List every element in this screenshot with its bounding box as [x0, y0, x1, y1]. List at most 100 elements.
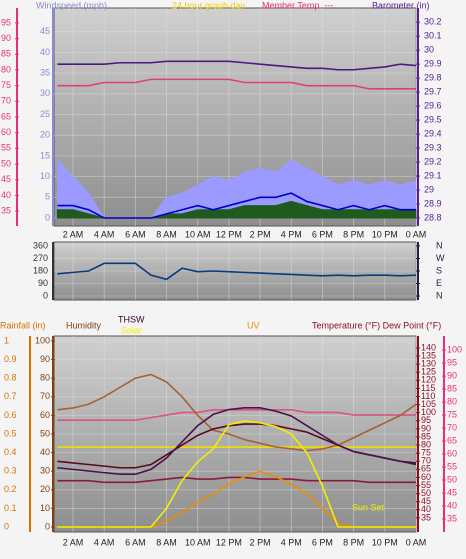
y-tick-label: 28.8: [424, 212, 442, 222]
y-tick-label: 40: [40, 47, 50, 57]
y-tick-label: 29.1: [424, 170, 442, 180]
y-tick-label: 125: [421, 367, 436, 377]
axis-label: Member Temp. ---: [262, 0, 333, 10]
y-tick-label: 80: [447, 396, 457, 406]
x-tick-label: 6 AM: [125, 537, 146, 547]
x-tick-label: 6 PM: [312, 537, 333, 547]
y-tick-label: 29.6: [424, 100, 442, 110]
x-tick-label: 6 AM: [125, 229, 146, 239]
y-tick-label: 75: [421, 448, 431, 458]
x-tick-label: 4 AM: [94, 229, 115, 239]
y-tick-label: 100: [421, 407, 436, 417]
y-tick-label: 40: [421, 504, 431, 514]
x-tick-label: 10 PM: [372, 229, 398, 239]
y-tick-label: 135: [421, 350, 436, 360]
y-tick-label: 130: [421, 359, 436, 369]
y-tick-label: 29.2: [424, 156, 442, 166]
x-tick-label: 2 AM: [63, 537, 84, 547]
y-tick-label: 29.7: [424, 86, 442, 96]
y-tick-label: 45: [447, 487, 457, 497]
y-tick-label: 20: [40, 484, 50, 494]
y-tick-label: 80: [1, 64, 11, 74]
y-tick-label: 0: [45, 212, 50, 222]
x-tick-label: 4 AM: [94, 537, 115, 547]
axis-label: Humidity: [66, 320, 102, 330]
y-tick-label: 25: [40, 109, 50, 119]
y-tick-label: 40: [1, 190, 11, 200]
y-tick-label: 1: [4, 335, 9, 345]
y-tick-label: 29: [424, 184, 434, 194]
y-tick-label: 95: [421, 415, 431, 425]
line: [57, 407, 417, 476]
y-tick-label: 65: [447, 435, 457, 445]
y-tick-label: 29.5: [424, 114, 442, 124]
y-tick-label: 100: [35, 335, 50, 345]
legend-label: Solar: [121, 325, 142, 335]
x-tick-label: 6 PM: [312, 229, 333, 239]
y-tick-label: 360: [33, 240, 48, 250]
x-tick-label: 8 PM: [343, 229, 364, 239]
y-tick-label: 90: [447, 370, 457, 380]
y-tick-label: 115: [421, 383, 435, 393]
y-tick-label: 75: [1, 80, 11, 90]
y-tick-label: 0.5: [4, 428, 17, 438]
x-tick-label: 8 AM: [156, 537, 177, 547]
y-tick-label: 80: [421, 439, 431, 449]
y-tick-label: 90: [38, 278, 48, 288]
y-tick-label: 65: [1, 111, 11, 121]
y-tick-label: 30.2: [424, 17, 442, 27]
line: [57, 192, 416, 219]
y-tick-label: 35: [1, 205, 11, 215]
y-tick-label: 29.8: [424, 73, 442, 83]
legend-label: UV: [247, 320, 260, 330]
y-tick-label: 50: [447, 474, 457, 484]
y-tick-label: 29.3: [424, 142, 442, 152]
y-tick-label: 35: [40, 67, 50, 77]
x-tick-label: 8 AM: [156, 229, 177, 239]
y-tick-label: 10: [40, 503, 50, 513]
y-tick-label: E: [436, 278, 442, 288]
y-tick-label: 0.4: [4, 447, 17, 457]
y-tick-label: W: [436, 253, 445, 263]
y-tick-label: 85: [421, 431, 431, 441]
y-tick-label: 0.6: [4, 410, 17, 420]
y-tick-label: 80: [40, 373, 50, 383]
x-tick-label: 0 AM: [406, 229, 427, 239]
chart-title: 24 hour graph day: [172, 0, 246, 10]
y-tick-label: 60: [40, 410, 50, 420]
y-tick-label: 0.1: [4, 503, 17, 513]
y-tick-label: 65: [421, 464, 431, 474]
line: [57, 78, 416, 90]
y-tick-label: 0.3: [4, 466, 17, 476]
y-tick-label: 0.7: [4, 391, 17, 401]
x-tick-label: 2 AM: [63, 229, 84, 239]
y-tick-label: 55: [447, 461, 457, 471]
y-tick-label: 75: [447, 409, 457, 419]
y-tick-label: 29.9: [424, 59, 442, 69]
line: [57, 409, 416, 422]
y-tick-label: 60: [1, 127, 11, 137]
y-tick-label: 95: [447, 357, 457, 367]
y-tick-label: 270: [33, 253, 48, 263]
axis-label: Temperature (°F) Dew Point (°F): [312, 320, 441, 330]
y-tick-label: 90: [421, 423, 431, 433]
y-tick-label: 0: [4, 521, 9, 531]
y-tick-label: 70: [40, 391, 50, 401]
y-tick-label: 60: [421, 472, 431, 482]
y-tick-label: 70: [421, 456, 431, 466]
x-tick-label: 2 PM: [250, 229, 271, 239]
y-tick-label: 28.9: [424, 198, 442, 208]
x-tick-label: 8 PM: [343, 537, 364, 547]
y-tick-label: 30: [424, 45, 434, 55]
y-tick-label: 29.4: [424, 128, 442, 138]
x-tick-label: 10 PM: [372, 537, 398, 547]
x-tick-label: 10 AM: [185, 537, 211, 547]
legend-label: THSW: [118, 314, 145, 324]
y-tick-label: 85: [1, 49, 11, 59]
y-tick-label: 35: [421, 512, 431, 522]
x-tick-label: 0 AM: [406, 537, 427, 547]
axis-label: Windspeed (mph): [36, 0, 107, 10]
y-tick-label: 20: [40, 130, 50, 140]
y-tick-label: 0: [45, 521, 50, 531]
x-tick-label: 2 PM: [250, 537, 271, 547]
